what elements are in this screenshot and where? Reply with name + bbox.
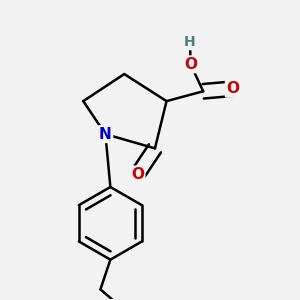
Text: O: O: [226, 81, 239, 96]
Text: O: O: [184, 57, 197, 72]
Text: H: H: [184, 35, 196, 49]
Text: N: N: [99, 127, 112, 142]
Text: O: O: [131, 167, 144, 182]
